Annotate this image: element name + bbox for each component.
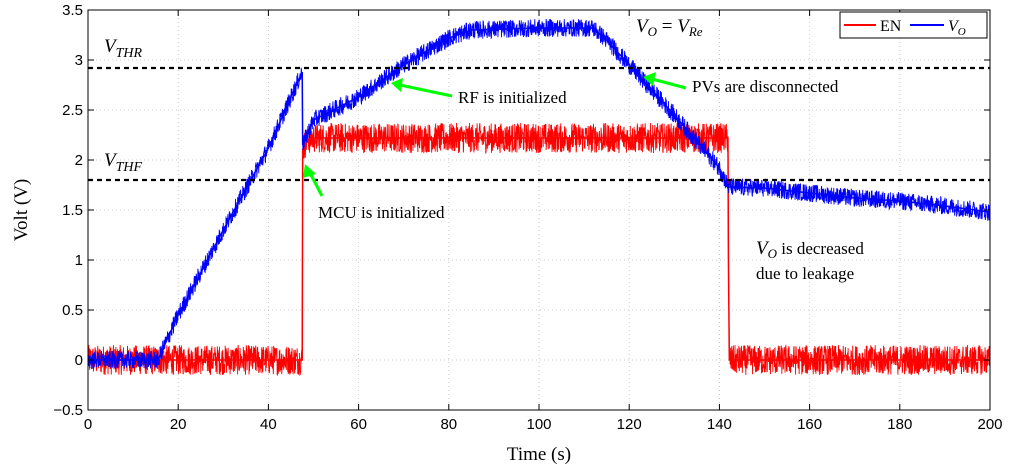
- x-tick-label: 200: [977, 416, 1002, 433]
- rf-arrow: [391, 78, 453, 98]
- mcu-annotation: MCU is initialized: [318, 203, 445, 222]
- mcu-arrow: [303, 164, 324, 197]
- y-tick-label: 2.5: [62, 102, 83, 119]
- series-noise: [87, 122, 991, 377]
- x-tick-label: 80: [440, 416, 457, 433]
- y-tick-label: 1: [75, 252, 83, 269]
- y-tick-label: 3.5: [62, 2, 83, 19]
- x-tick-label: 160: [797, 416, 822, 433]
- series-vo: [87, 18, 991, 370]
- leakage-annotation: due to leakage: [756, 264, 854, 283]
- x-tick-label: 120: [617, 416, 642, 433]
- legend-en-label: EN: [880, 18, 902, 35]
- y-axis-title: Volt (V): [11, 179, 32, 241]
- y-tick-label: 1.5: [62, 202, 83, 219]
- x-tick-label: 60: [350, 416, 367, 433]
- pvs-annotation: PVs are disconnected: [692, 77, 839, 96]
- rf-annotation: RF is initialized: [458, 88, 567, 107]
- y-tick-label: 3: [75, 52, 83, 69]
- vthr-label: VTHR: [104, 36, 143, 61]
- x-tick-label: 100: [526, 416, 551, 433]
- data-series: [87, 18, 991, 377]
- reference-lines: [88, 66, 990, 182]
- pvs-arrow: [643, 72, 687, 90]
- y-tick-label: 2: [75, 152, 83, 169]
- x-tick-label: 0: [84, 416, 92, 433]
- y-tick-label: −0.5: [53, 402, 83, 419]
- vthf-label: VTHF: [104, 150, 143, 175]
- x-axis-title: Time (s): [507, 444, 571, 465]
- legend-vo-label: VO: [948, 18, 966, 38]
- axis-ticks: 0 20 40 60 80 100 120 140 160 180 200−0.500.511.52…: [53, 2, 1002, 433]
- y-tick-label: 0: [75, 352, 83, 369]
- series-noise: [87, 18, 991, 370]
- y-tick-label: 0.5: [62, 302, 83, 319]
- series-en: [87, 122, 991, 377]
- vo-decreased-annotation: VO is decreased: [756, 238, 864, 261]
- vo-equals-vre-label: VO = VRe: [636, 16, 703, 39]
- x-tick-label: 180: [887, 416, 912, 433]
- grid-lines: [88, 10, 990, 410]
- x-tick-label: 40: [260, 416, 277, 433]
- x-tick-label: 20: [170, 416, 187, 433]
- x-tick-label: 140: [707, 416, 732, 433]
- legend: EN VO: [839, 11, 988, 39]
